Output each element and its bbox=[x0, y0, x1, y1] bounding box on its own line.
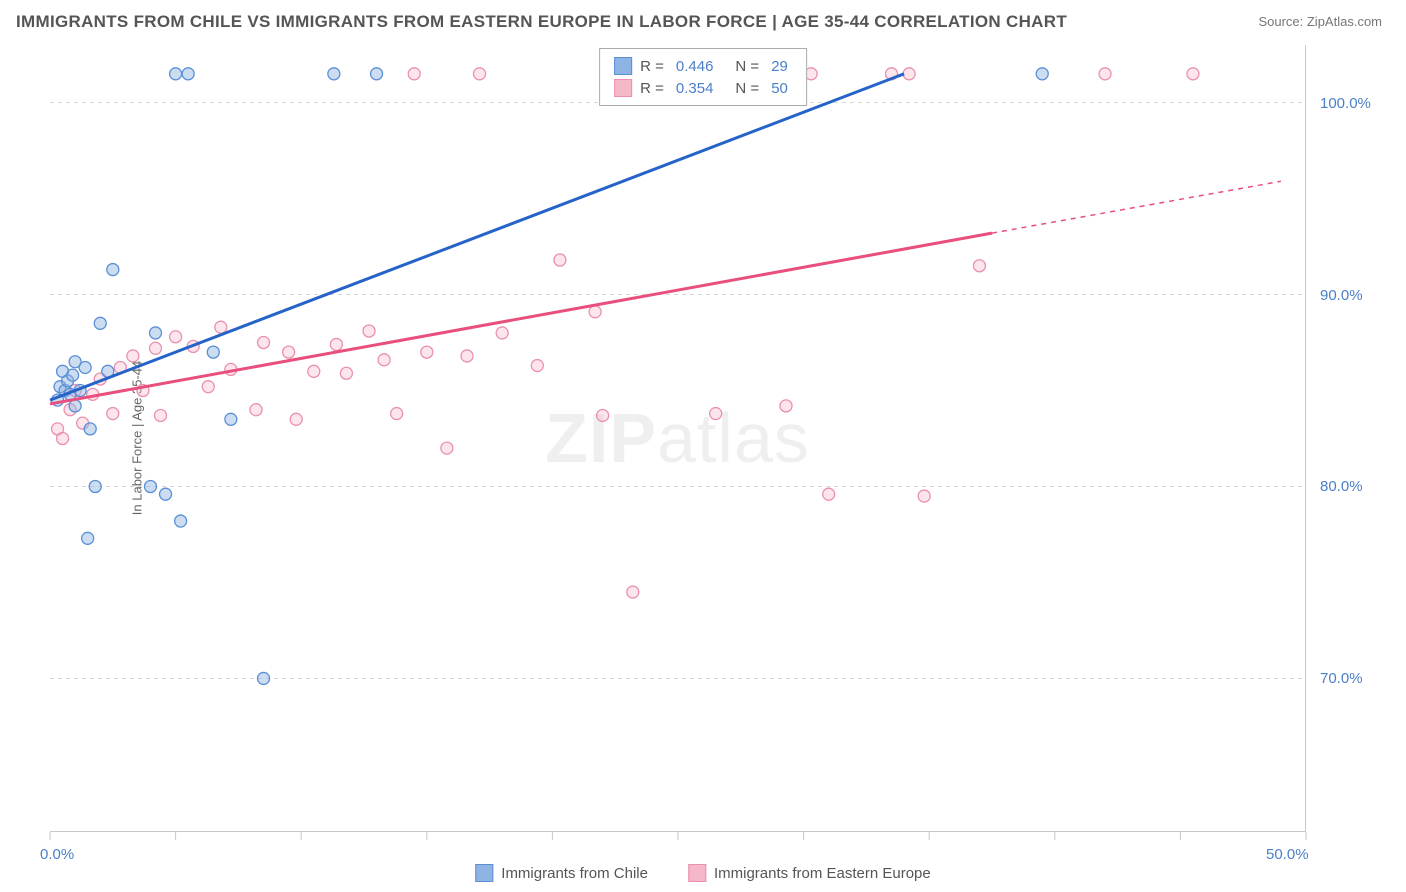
footer-label-eeurope: Immigrants from Eastern Europe bbox=[714, 865, 931, 882]
legend-r-value-1: 0.446 bbox=[676, 58, 714, 75]
plot-area: In Labor Force | Age 35-44 ZIPatlas bbox=[50, 45, 1306, 832]
legend-row-1: R = 0.446 N = 29 bbox=[614, 55, 792, 77]
legend-row-2: R = 0.354 N = 50 bbox=[614, 77, 792, 99]
legend-r-label-2: R = bbox=[640, 80, 664, 97]
legend-swatch-chile bbox=[614, 57, 632, 75]
footer-label-chile: Immigrants from Chile bbox=[501, 865, 648, 882]
y-tick-label: 80.0% bbox=[1320, 478, 1363, 495]
legend-n-label-2: N = bbox=[735, 80, 759, 97]
legend-n-label-1: N = bbox=[735, 58, 759, 75]
y-tick-label: 70.0% bbox=[1320, 670, 1363, 687]
legend-r-label-1: R = bbox=[640, 58, 664, 75]
legend-swatch-eeurope bbox=[614, 79, 632, 97]
y-tick-label: 90.0% bbox=[1320, 287, 1363, 304]
correlation-legend: R = 0.446 N = 29 R = 0.354 N = 50 bbox=[599, 48, 807, 106]
legend-n-value-2: 50 bbox=[771, 80, 788, 97]
footer-legend-item-chile: Immigrants from Chile bbox=[475, 864, 648, 882]
x-tick-label: 50.0% bbox=[1266, 846, 1309, 863]
chart-title: IMMIGRANTS FROM CHILE VS IMMIGRANTS FROM… bbox=[16, 12, 1067, 32]
x-tick-label: 0.0% bbox=[40, 846, 74, 863]
y-tick-label: 100.0% bbox=[1320, 95, 1371, 112]
source-attribution: Source: ZipAtlas.com bbox=[1258, 14, 1382, 29]
footer-swatch-eeurope bbox=[688, 864, 706, 882]
legend-r-value-2: 0.354 bbox=[676, 80, 714, 97]
legend-n-value-1: 29 bbox=[771, 58, 788, 75]
footer-legend-item-eeurope: Immigrants from Eastern Europe bbox=[688, 864, 931, 882]
footer-swatch-chile bbox=[475, 864, 493, 882]
chart-svg bbox=[50, 45, 1305, 831]
footer-legend: Immigrants from Chile Immigrants from Ea… bbox=[475, 864, 930, 882]
